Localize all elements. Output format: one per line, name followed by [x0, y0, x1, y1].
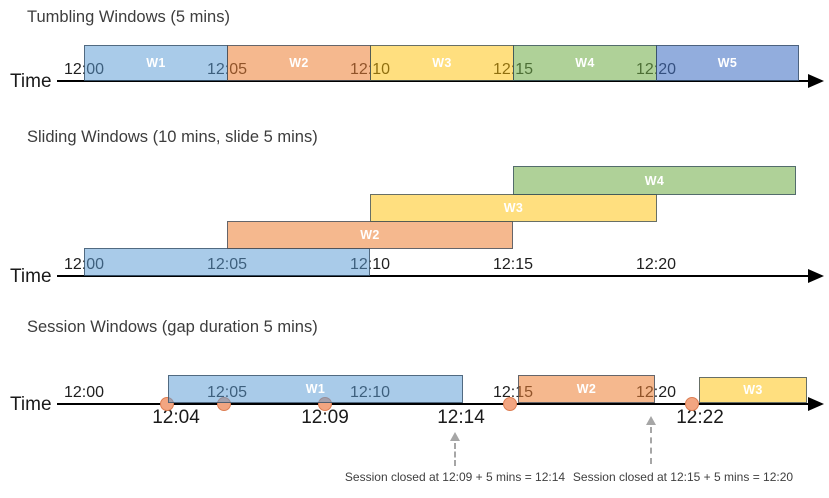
timeline [57, 275, 810, 277]
window-label: W1 [146, 56, 166, 70]
section-title-session: Session Windows (gap duration 5 mins) [27, 318, 318, 336]
tick-label: 12:20 [635, 256, 677, 273]
window-box [84, 248, 370, 276]
window-box: W3 [370, 45, 514, 81]
window-label: W2 [576, 382, 597, 396]
time-axis-label: Time [10, 71, 52, 92]
window-box: W2 [227, 221, 513, 249]
event-time-label: 12:22 [676, 407, 724, 428]
window-box: W2 [518, 375, 655, 403]
window-box: W3 [370, 194, 657, 222]
dashed-arrow-icon [450, 432, 460, 441]
time-axis-label: Time [10, 394, 52, 415]
window-box: W5 [656, 45, 799, 81]
annotation-session-close-2: Session closed at 12:15 + 5 mins = 12:20 [572, 470, 794, 484]
tick-label: 12:00 [63, 384, 105, 401]
window-box: W2 [227, 45, 371, 81]
section-title-tumbling: Tumbling Windows (5 mins) [27, 8, 230, 26]
window-label: W2 [360, 228, 380, 242]
window-box: W1 [168, 375, 463, 403]
event-time-label: 12:14 [437, 407, 485, 428]
window-label: W2 [289, 56, 309, 70]
timeline-arrowhead-icon [808, 74, 824, 88]
dashed-arrow-stem [650, 427, 652, 464]
dashed-arrow-stem [454, 443, 456, 466]
window-box: W3 [699, 377, 807, 403]
event-time-label: 12:09 [301, 407, 349, 428]
window-label: W4 [644, 173, 665, 188]
time-axis-label: Time [10, 266, 52, 287]
section-title-sliding: Sliding Windows (10 mins, slide 5 mins) [27, 128, 318, 146]
timeline-arrowhead-icon [808, 269, 824, 283]
window-box: W4 [513, 166, 796, 195]
window-label: W5 [717, 56, 738, 70]
event-time-label: 12:04 [152, 407, 200, 428]
timeline [57, 80, 810, 82]
window-label: W4 [575, 56, 595, 70]
timeline [57, 403, 810, 405]
window-label: W3 [432, 56, 452, 70]
window-box: W4 [513, 45, 657, 81]
annotation-session-close-1: Session closed at 12:09 + 5 mins = 12:14 [344, 470, 566, 484]
dashed-arrow-icon [646, 416, 656, 425]
event-dot [503, 397, 517, 411]
window-label: W1 [305, 382, 326, 396]
event-dot [685, 397, 699, 411]
tick-label: 12:15 [492, 256, 534, 273]
timeline-arrowhead-icon [808, 397, 824, 411]
window-box: W1 [84, 45, 228, 81]
window-label: W3 [743, 383, 763, 397]
window-label: W3 [503, 201, 524, 215]
